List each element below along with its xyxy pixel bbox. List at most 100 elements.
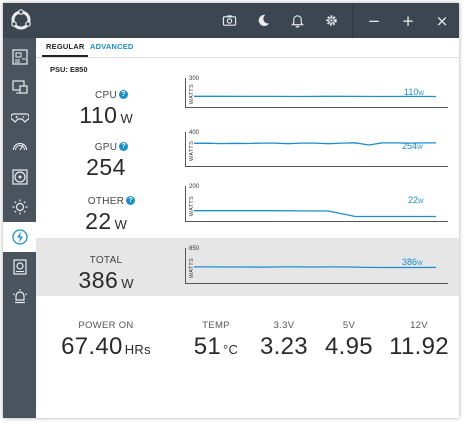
power-on-stat: POWER ON 67.40 HRs — [56, 320, 156, 364]
sidebar-item-games[interactable] — [3, 102, 36, 132]
voltage-5v-label: 5V — [342, 320, 356, 331]
power-panel: REGULAR ADVANCED PSU: E850 CPU? 110 W 300… — [36, 38, 459, 418]
other-label: OTHER — [87, 196, 125, 207]
sidebar-item-accessories[interactable] — [3, 282, 36, 312]
other-trend-svg — [194, 210, 436, 218]
voltage-3v3-label: 3.3V — [273, 320, 295, 331]
other-unit: W — [114, 217, 127, 232]
cpu-unit: W — [120, 111, 133, 126]
bottom-stats: POWER ON 67.40 HRs TEMP 51 °C 3.3V 3.23 5V… — [36, 320, 459, 380]
gpu-trend-svg — [193, 142, 436, 146]
power-on-unit: HRs — [124, 342, 151, 357]
other-trend-line — [194, 210, 436, 218]
settings-button[interactable] — [314, 3, 348, 38]
total-chart-current-value: 386 — [402, 257, 418, 267]
other-chart-current: 22W — [408, 195, 424, 205]
sidebar-item-tuning[interactable] — [3, 132, 36, 162]
sidebar-item-cooling[interactable] — [3, 162, 36, 192]
lighting-icon — [12, 289, 27, 304]
power-on-label: POWER ON — [78, 320, 134, 331]
gauge-icon — [12, 142, 27, 151]
cpu-chart-current: 110W — [404, 87, 424, 97]
total-chart: 850 WATTS 386W — [185, 246, 448, 284]
other-metric: OTHER? 22 W — [36, 191, 176, 234]
tab-advanced[interactable]: ADVANCED — [90, 42, 134, 51]
cpu-metric: CPU? 110 W — [36, 85, 176, 128]
dark-mode-button[interactable] — [246, 3, 280, 38]
other-row: OTHER? 22 W 200 WATTS 22W — [36, 184, 459, 236]
other-chart-current-value: 22 — [408, 195, 419, 205]
voltage-3v3-value: 3.23 — [260, 333, 308, 360]
gpu-label: GPU — [94, 142, 118, 153]
psu-model-label: PSU: E850 — [50, 65, 88, 74]
temp-unit: °C — [223, 342, 239, 357]
minimize-button[interactable]: − — [357, 3, 391, 38]
gpu-chart: 400 WATTS 254W — [185, 130, 448, 167]
total-trend-svg — [194, 266, 437, 269]
moon-icon — [258, 14, 269, 27]
gpu-chart-current: 254W — [402, 141, 423, 151]
total-row: TOTAL 386 W 850 WATTS 386W — [36, 238, 459, 296]
brightness-icon — [12, 199, 27, 215]
sidebar-item-lighting[interactable] — [3, 192, 36, 222]
maximize-icon: + — [401, 11, 415, 30]
total-chart-current-unit: W — [417, 261, 423, 267]
other-chart-current-unit: W — [418, 199, 424, 205]
cpu-value: 110 — [79, 102, 118, 128]
cpu-row: CPU? 110 W 300 WATTS 110W — [36, 76, 459, 128]
temp-stat: TEMP 51 °C — [186, 320, 246, 364]
gpu-chart-ymax: 400 — [189, 130, 200, 136]
total-trend-line — [194, 266, 437, 269]
voltage-12v-stat: 12V 11.92 — [384, 320, 454, 361]
voltage-12v-label: 12V — [410, 320, 428, 331]
monitor-icon — [11, 80, 28, 94]
storage-icon — [12, 259, 27, 275]
bell-icon — [290, 15, 304, 28]
voltage-5v-value: 4.95 — [325, 333, 373, 360]
help-icon[interactable]: ? — [119, 142, 129, 151]
gpu-row: GPU? 254 400 WATTS 254W — [36, 130, 459, 180]
logo-icon[interactable] — [9, 8, 33, 32]
total-metric: TOTAL 386 W — [36, 250, 176, 293]
cpu-trend-svg — [194, 95, 437, 98]
sidebar-item-system[interactable] — [3, 42, 36, 72]
gear-icon — [325, 15, 337, 26]
close-button[interactable]: × — [425, 3, 459, 38]
motherboard-icon — [11, 49, 28, 65]
other-value: 22 — [85, 208, 112, 234]
help-icon[interactable]: ? — [119, 90, 128, 99]
cpu-label: CPU — [94, 90, 117, 101]
titlebar-divider — [352, 3, 353, 38]
power-on-value: 67.40 — [61, 333, 123, 360]
sidebar-item-power[interactable] — [3, 222, 36, 252]
temp-label: TEMP — [202, 320, 230, 331]
other-chart: 200 WATTS 22W — [185, 184, 448, 222]
sidebar — [3, 38, 36, 418]
gpu-metric: GPU? 254 — [36, 137, 176, 180]
tab-bar: REGULAR ADVANCED — [36, 38, 459, 58]
cpu-chart-current-value: 110 — [404, 87, 419, 97]
notifications-button[interactable] — [280, 3, 314, 38]
total-label: TOTAL — [89, 255, 123, 266]
total-unit: W — [121, 276, 134, 291]
minimize-icon: − — [367, 11, 381, 30]
sidebar-item-storage[interactable] — [3, 252, 36, 282]
gpu-chart-current-unit: W — [417, 145, 423, 151]
help-icon[interactable]: ? — [126, 196, 136, 205]
fan-icon — [11, 169, 28, 185]
maximize-button[interactable]: + — [391, 3, 425, 38]
gamepad-icon — [10, 113, 29, 123]
tab-regular[interactable]: REGULAR — [42, 42, 89, 57]
camera-button[interactable] — [212, 3, 246, 38]
voltage-5v-stat: 5V 4.95 — [319, 320, 379, 361]
gpu-trend-line — [193, 142, 436, 146]
power-icon — [11, 229, 28, 245]
temp-value: 51 — [193, 333, 222, 360]
cpu-chart: 300 WATTS 110W — [185, 76, 448, 108]
nzxt-cam-window: − + × — [3, 3, 459, 418]
voltage-12v-value: 11.92 — [389, 333, 449, 360]
close-icon: × — [435, 11, 449, 30]
cpu-chart-current-unit: W — [418, 91, 425, 97]
other-chart-ymax: 200 — [189, 184, 200, 190]
sidebar-item-monitoring[interactable] — [3, 72, 36, 102]
